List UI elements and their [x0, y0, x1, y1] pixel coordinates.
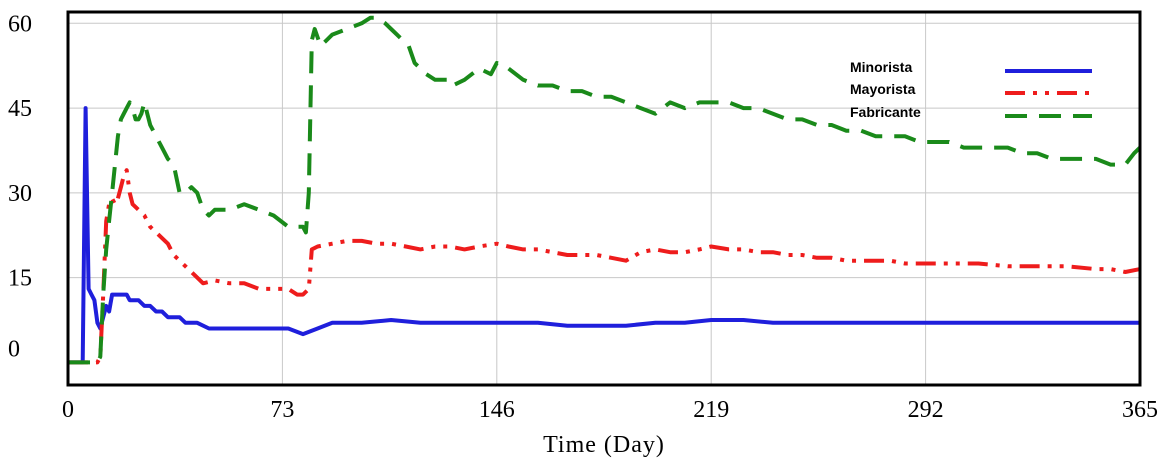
legend-label: Mayorista [850, 81, 916, 97]
x-tick-label: 73 [270, 397, 294, 423]
x-tick-label: 0 [62, 397, 74, 423]
y-tick-label: 60 [8, 11, 32, 37]
x-tick-label: 146 [479, 397, 515, 423]
plot-frame [66, 10, 1142, 387]
y-tick-label: 15 [8, 266, 32, 292]
tick-labels: 0 73 146 219 292 365 0 15 30 45 60 [8, 11, 1158, 423]
x-tick-label: 219 [693, 397, 729, 423]
x-tick-label: 365 [1122, 397, 1158, 423]
y-tick-label: 45 [8, 96, 32, 122]
y-tick-label: 30 [8, 181, 32, 207]
grid [68, 12, 1140, 385]
series-line-mayorista [68, 168, 1141, 365]
x-axis-title: Time (Day) [543, 432, 665, 458]
legend-label: Minorista [850, 59, 912, 75]
y-tick-label: 0 [8, 336, 20, 362]
series-lines [68, 15, 1142, 365]
series-line-minorista [68, 106, 1140, 365]
series-line-fabricante [68, 15, 1142, 365]
x-tick-label: 292 [908, 397, 944, 423]
legend: Minorista Mayorista Fabricante [850, 59, 1092, 120]
legend-label: Fabricante [850, 104, 921, 120]
